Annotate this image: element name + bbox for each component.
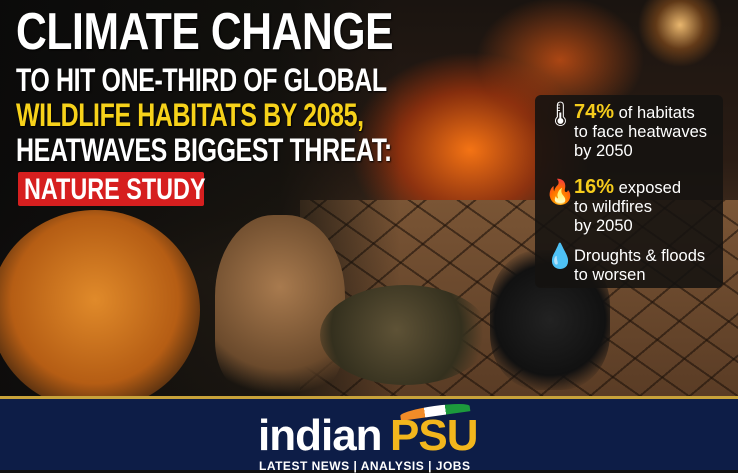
nature-study-badge: NATURE STUDY (18, 172, 206, 206)
headline-line1: CLIMATE CHANGE (16, 3, 394, 61)
logo-tagline: LATEST NEWS | ANALYSIS | JOBS (259, 459, 471, 473)
headline-line3: WILDLIFE HABITATS BY 2085, (16, 97, 364, 133)
stat-text: to wildfires (574, 198, 652, 216)
badge-label: NATURE STUDY (24, 173, 206, 206)
stat-text: by 2050 (574, 142, 633, 160)
stat-text: exposed (614, 179, 681, 197)
stat-text: to worsen (574, 266, 646, 284)
stat-text: to face heatwaves (574, 123, 707, 141)
water-drop-icon: 💧 (545, 243, 575, 270)
thermometer-icon: 🌡 (545, 101, 576, 128)
stat-droughts: Droughts & floods to worsen (574, 247, 705, 285)
deer-image (215, 215, 345, 395)
stats-panel: 🌡 74% of habitats to face heatwaves by 2… (535, 95, 723, 288)
tiger-image (0, 210, 200, 396)
headline-line2: TO HIT ONE-THIRD OF GLOBAL (16, 62, 387, 98)
stat-text: by 2050 (574, 217, 633, 235)
fire-icon: 🔥 (545, 179, 575, 206)
logo-psu: PSU (390, 411, 478, 460)
footer-bar: indian PSU LATEST NEWS | ANALYSIS | JOBS (0, 396, 738, 473)
logo-indian: indian (258, 411, 383, 460)
stat-text: of habitats (614, 104, 695, 122)
stat-value: 16% (574, 176, 615, 198)
stat-wildfires: 16% exposed to wildfires by 2050 (574, 176, 681, 236)
stat-text: Droughts & floods (574, 247, 706, 265)
stat-heatwaves: 74% of habitats to face heatwaves by 205… (574, 101, 707, 161)
headline-line4: HEATWAVES BIGGEST THREAT: (16, 132, 392, 168)
stat-value: 74% (574, 101, 615, 123)
tortoise-image (320, 285, 490, 385)
